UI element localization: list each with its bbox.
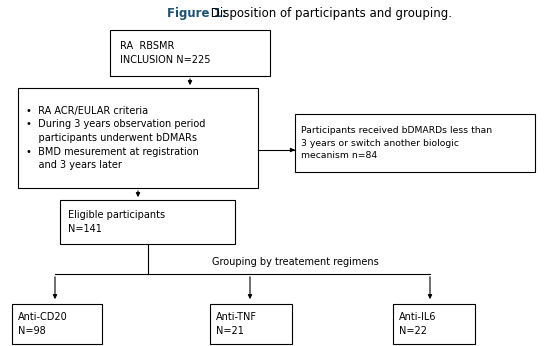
Text: Disposition of participants and grouping.: Disposition of participants and grouping… <box>207 8 452 20</box>
Text: Grouping by treatement regimens: Grouping by treatement regimens <box>212 257 379 267</box>
FancyBboxPatch shape <box>295 114 535 172</box>
FancyBboxPatch shape <box>60 200 235 244</box>
Text: Figure 1:: Figure 1: <box>167 8 226 20</box>
Text: RA  RBSMR
INCLUSION N=225: RA RBSMR INCLUSION N=225 <box>120 41 211 65</box>
Text: Eligible participants
N=141: Eligible participants N=141 <box>68 210 165 234</box>
FancyBboxPatch shape <box>18 88 258 188</box>
Text: Anti-CD20
N=98: Anti-CD20 N=98 <box>18 312 68 336</box>
FancyBboxPatch shape <box>210 304 292 344</box>
FancyBboxPatch shape <box>12 304 102 344</box>
FancyBboxPatch shape <box>393 304 475 344</box>
FancyBboxPatch shape <box>110 30 270 76</box>
Text: Anti-TNF
N=21: Anti-TNF N=21 <box>216 312 257 336</box>
Text: Anti-IL6
N=22: Anti-IL6 N=22 <box>399 312 437 336</box>
Text: •  RA ACR/EULAR criteria
•  During 3 years observation period
    participants u: • RA ACR/EULAR criteria • During 3 years… <box>26 106 205 170</box>
Text: Participants received bDMARDs less than
3 years or switch another biologic
mecan: Participants received bDMARDs less than … <box>301 126 492 160</box>
